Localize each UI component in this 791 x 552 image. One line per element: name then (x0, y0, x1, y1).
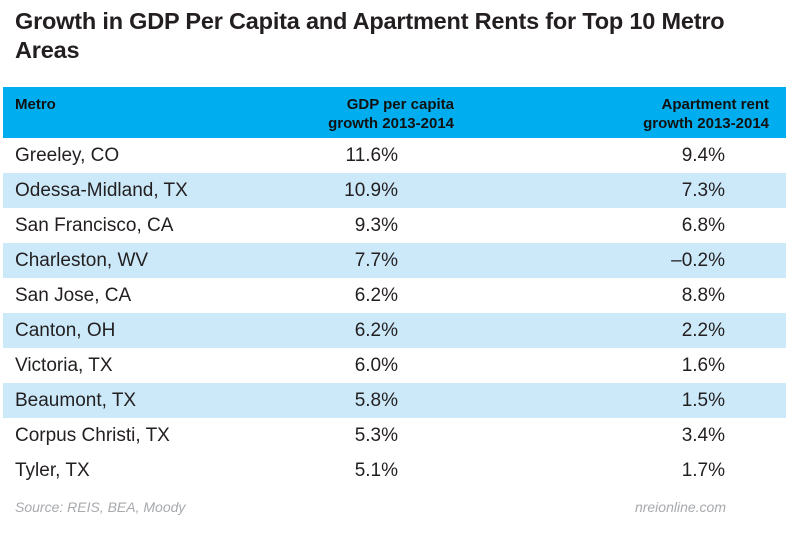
table-row: San Francisco, CA 9.3% 6.8% (3, 208, 786, 243)
cell-rent: 7.3% (681, 180, 725, 201)
cell-rent: 1.6% (681, 355, 725, 376)
cell-gdp: 6.2% (354, 320, 398, 341)
cell-rent: 8.8% (681, 285, 725, 306)
table-row: Charleston, WV 7.7% –0.2% (3, 243, 786, 278)
header-rent-line1: Apartment rent (661, 96, 769, 113)
cell-metro: Beaumont, TX (15, 390, 137, 411)
table-row: San Jose, CA 6.2% 8.8% (3, 278, 786, 313)
cell-rent: 6.8% (681, 215, 725, 236)
table-row: Canton, OH 6.2% 2.2% (3, 313, 786, 348)
cell-gdp: 10.9% (344, 180, 398, 201)
table-row: Greeley, CO 11.6% 9.4% (3, 138, 786, 173)
header-rent: Apartment rent growth 2013-2014 (569, 95, 769, 133)
cell-metro: Victoria, TX (15, 355, 113, 376)
cell-gdp: 5.3% (354, 425, 398, 446)
cell-rent: 2.2% (681, 320, 725, 341)
cell-metro: Canton, OH (15, 320, 116, 341)
cell-metro: San Jose, CA (15, 285, 132, 306)
site-credit: nreionline.com (634, 499, 726, 515)
cell-rent: 9.4% (681, 145, 725, 166)
cell-rent: 1.5% (681, 390, 725, 411)
table-row: Odessa-Midland, TX 10.9% 7.3% (3, 173, 786, 208)
header-gdp-line1: GDP per capita (346, 96, 454, 113)
header-gdp: GDP per capita growth 2013-2014 (257, 95, 454, 133)
cell-metro: Odessa-Midland, TX (15, 180, 188, 201)
cell-metro: San Francisco, CA (15, 215, 174, 236)
chart-title: Growth in GDP Per Capita and Apartment R… (15, 8, 725, 63)
cell-rent: 3.4% (681, 425, 725, 446)
cell-rent: 1.7% (681, 460, 725, 481)
table-row: Victoria, TX 6.0% 1.6% (3, 348, 786, 383)
cell-gdp: 5.1% (354, 460, 398, 481)
cell-gdp: 6.0% (354, 355, 398, 376)
header-rent-line2: growth 2013-2014 (643, 115, 769, 132)
table-header: Metro GDP per capita growth 2013-2014 Ap… (3, 87, 786, 138)
source-note: Source: REIS, BEA, Moody (15, 499, 186, 515)
header-metro: Metro (15, 96, 56, 113)
cell-gdp: 7.7% (354, 250, 398, 271)
cell-rent: –0.2% (671, 250, 725, 271)
data-table: Metro GDP per capita growth 2013-2014 Ap… (3, 87, 786, 488)
table-row: Beaumont, TX 5.8% 1.5% (3, 383, 786, 418)
cell-gdp: 9.3% (354, 215, 398, 236)
cell-metro: Tyler, TX (15, 460, 90, 481)
header-gdp-line2: growth 2013-2014 (328, 115, 454, 132)
cell-metro: Corpus Christi, TX (15, 425, 170, 446)
table-row: Corpus Christi, TX 5.3% 3.4% (3, 418, 786, 453)
table-row: Tyler, TX 5.1% 1.7% (3, 453, 786, 488)
cell-metro: Greeley, CO (15, 145, 120, 166)
cell-gdp: 6.2% (354, 285, 398, 306)
cell-gdp: 5.8% (354, 390, 398, 411)
cell-gdp: 11.6% (345, 145, 398, 166)
cell-metro: Charleston, WV (15, 250, 149, 271)
